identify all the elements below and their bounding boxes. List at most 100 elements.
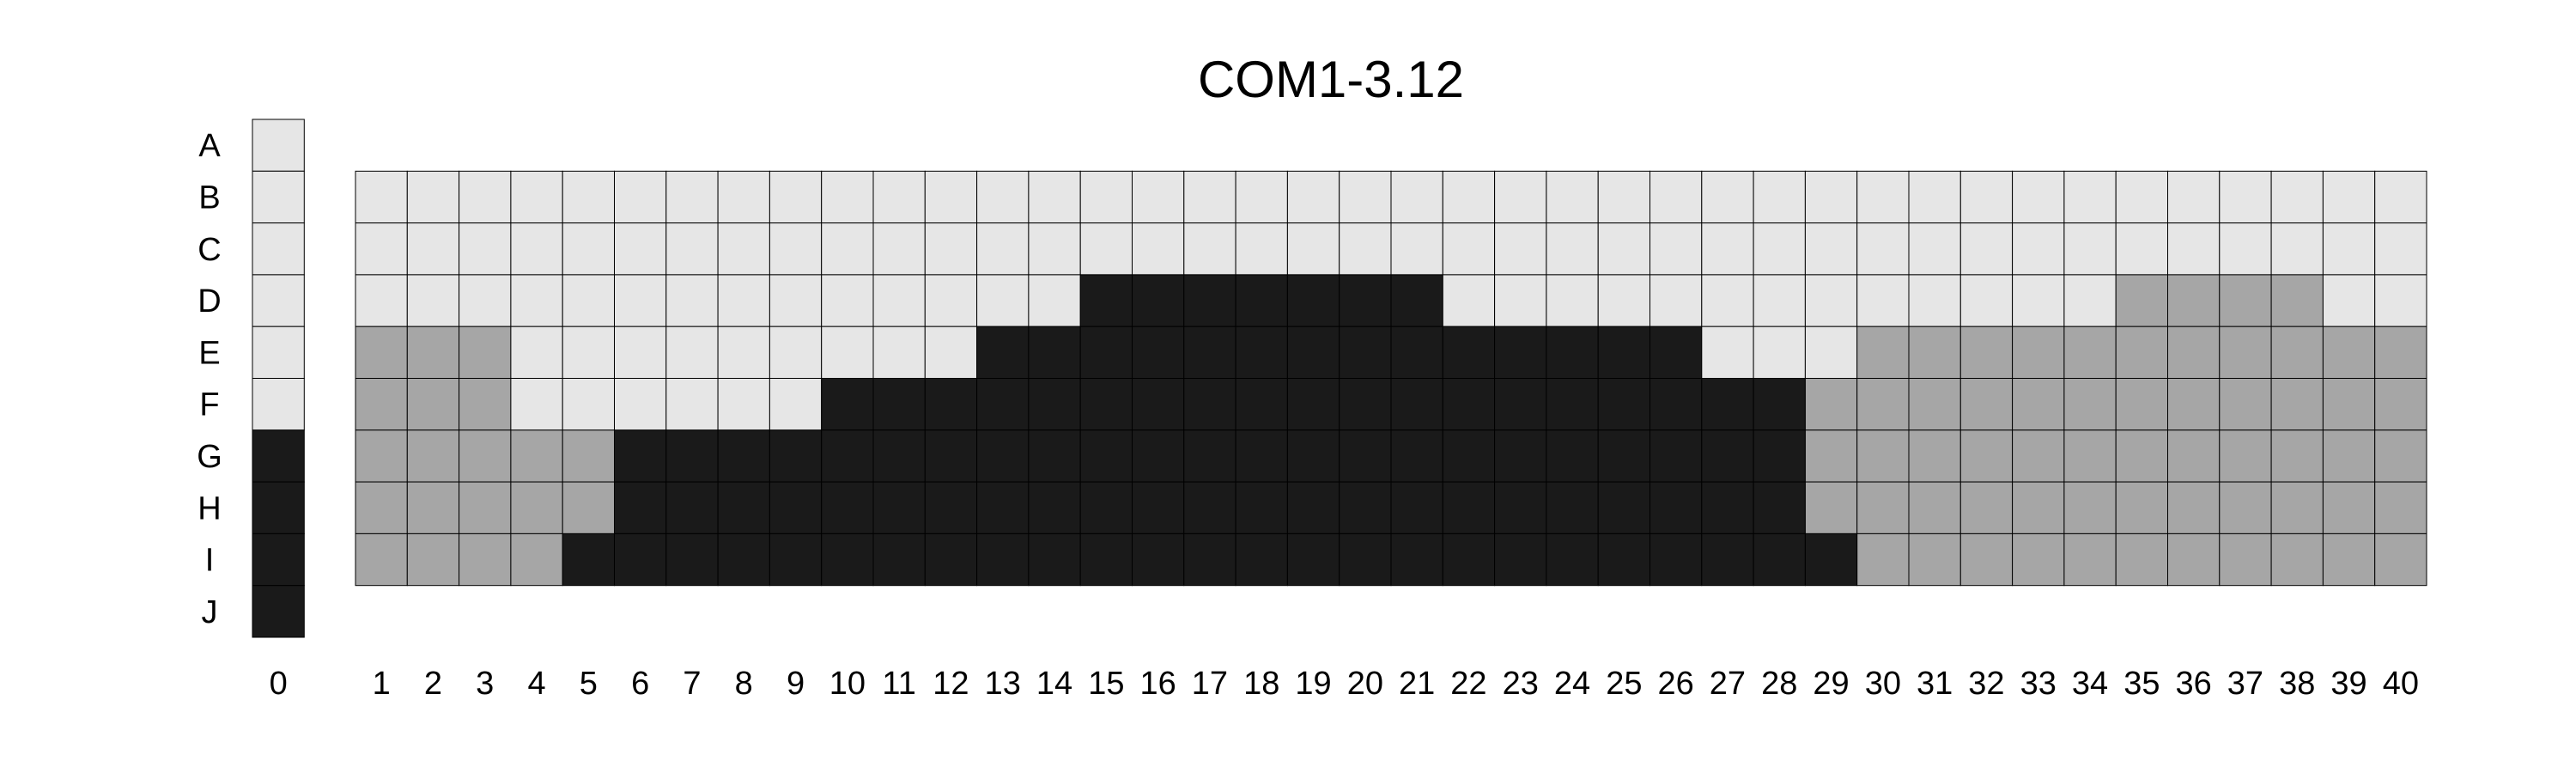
- cell-e-29: [1804, 326, 1858, 380]
- chart-title: COM1-3.12: [1198, 51, 1464, 108]
- cell-i-40: [2374, 533, 2427, 587]
- cell-c-22: [1442, 222, 1496, 276]
- cell-b-24: [1546, 170, 1599, 224]
- column-label-12: 12: [933, 666, 969, 702]
- cell-c-4: [510, 222, 563, 276]
- row-label-j: J: [202, 594, 218, 630]
- cell-i-33: [2012, 533, 2065, 587]
- cell-g-11: [872, 429, 926, 483]
- cell-h-18: [1235, 481, 1288, 534]
- row-label-e: E: [198, 335, 220, 371]
- cell-f-16: [1132, 378, 1185, 431]
- cell-f-4: [510, 378, 563, 431]
- cell-b-32: [1959, 170, 2014, 224]
- cell-i-24: [1546, 533, 1599, 587]
- cell-c-9: [769, 222, 823, 276]
- cell-g-13: [976, 429, 1030, 483]
- reference-cell-b: [252, 170, 305, 224]
- cell-g-36: [2167, 429, 2221, 483]
- cell-d-7: [665, 274, 719, 327]
- cell-d-22: [1442, 274, 1496, 327]
- cell-h-9: [769, 481, 823, 534]
- cell-h-2: [406, 481, 460, 534]
- cell-b-40: [2374, 170, 2427, 224]
- cell-d-8: [717, 274, 770, 327]
- cell-f-6: [614, 378, 667, 431]
- cell-f-31: [1908, 378, 1961, 431]
- cell-h-12: [924, 481, 978, 534]
- cell-g-35: [2115, 429, 2168, 483]
- cell-d-11: [872, 274, 926, 327]
- cell-f-8: [717, 378, 770, 431]
- column-label-1: 1: [373, 666, 391, 702]
- cell-b-4: [510, 170, 563, 224]
- cell-d-21: [1390, 274, 1443, 327]
- cell-d-24: [1546, 274, 1599, 327]
- cell-f-24: [1546, 378, 1599, 431]
- cell-c-35: [2115, 222, 2168, 276]
- cell-g-24: [1546, 429, 1599, 483]
- column-label-24: 24: [1554, 666, 1590, 702]
- cell-b-17: [1183, 170, 1236, 224]
- cell-d-38: [2270, 274, 2324, 327]
- cell-d-17: [1183, 274, 1236, 327]
- cell-f-27: [1701, 378, 1754, 431]
- column-label-36: 36: [2176, 666, 2212, 702]
- column-label-32: 32: [1968, 666, 2004, 702]
- cell-f-29: [1804, 378, 1858, 431]
- cell-d-3: [459, 274, 512, 327]
- column-label-39: 39: [2330, 666, 2366, 702]
- cell-c-34: [2063, 222, 2117, 276]
- cell-g-12: [924, 429, 978, 483]
- column-label-23: 23: [1503, 666, 1539, 702]
- cell-b-33: [2012, 170, 2065, 224]
- cell-e-22: [1442, 326, 1496, 380]
- cell-b-1: [355, 170, 408, 224]
- cell-i-35: [2115, 533, 2168, 587]
- cell-g-21: [1390, 429, 1443, 483]
- cell-h-15: [1079, 481, 1133, 534]
- cell-b-28: [1753, 170, 1806, 224]
- cell-i-27: [1701, 533, 1754, 587]
- cell-c-30: [1856, 222, 1910, 276]
- cell-b-8: [717, 170, 770, 224]
- cell-c-39: [2322, 222, 2376, 276]
- cell-e-20: [1339, 326, 1392, 380]
- cell-b-26: [1649, 170, 1703, 224]
- cell-g-2: [406, 429, 460, 483]
- row-label-c: C: [197, 232, 221, 268]
- cell-c-18: [1235, 222, 1288, 276]
- cell-d-29: [1804, 274, 1858, 327]
- cell-b-10: [821, 170, 874, 224]
- cell-c-36: [2167, 222, 2221, 276]
- cell-f-9: [769, 378, 823, 431]
- cell-i-6: [614, 533, 667, 587]
- cell-e-10: [821, 326, 874, 380]
- cell-e-38: [2270, 326, 2324, 380]
- cell-i-29: [1804, 533, 1858, 587]
- cell-g-25: [1597, 429, 1650, 483]
- cell-f-1: [355, 378, 408, 431]
- cell-g-26: [1649, 429, 1703, 483]
- cell-e-31: [1908, 326, 1961, 380]
- cell-e-7: [665, 326, 719, 380]
- cell-g-28: [1753, 429, 1806, 483]
- cell-b-3: [459, 170, 512, 224]
- cell-e-21: [1390, 326, 1443, 380]
- cell-e-13: [976, 326, 1030, 380]
- cell-c-10: [821, 222, 874, 276]
- cell-h-4: [510, 481, 563, 534]
- reference-cell-j: [252, 585, 305, 638]
- cell-i-11: [872, 533, 926, 587]
- cell-h-23: [1494, 481, 1547, 534]
- cell-f-23: [1494, 378, 1547, 431]
- cell-b-7: [665, 170, 719, 224]
- cell-b-11: [872, 170, 926, 224]
- cell-d-33: [2012, 274, 2065, 327]
- cell-i-17: [1183, 533, 1236, 587]
- cell-f-20: [1339, 378, 1392, 431]
- cell-e-17: [1183, 326, 1236, 380]
- cell-d-40: [2374, 274, 2427, 327]
- cell-f-33: [2012, 378, 2065, 431]
- cell-h-34: [2063, 481, 2117, 534]
